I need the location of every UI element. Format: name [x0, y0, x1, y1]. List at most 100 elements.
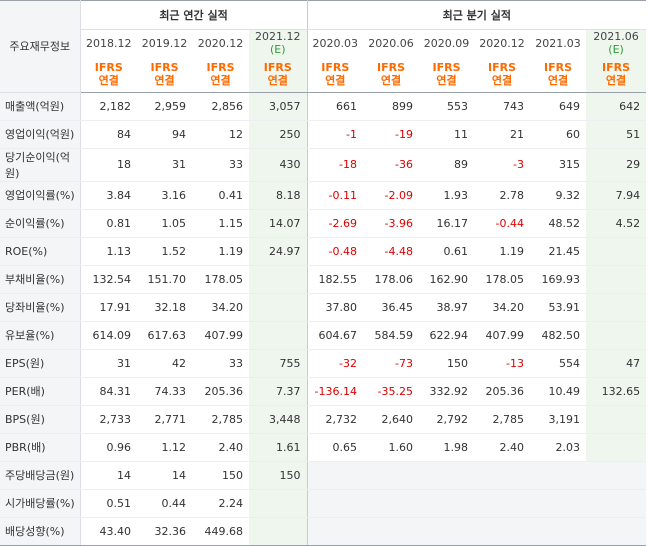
basis-standard: IFRS	[94, 60, 123, 74]
table-cell: 150	[419, 348, 475, 378]
table-cell: 8.18	[249, 180, 308, 210]
table-cell: 21.45	[530, 237, 587, 266]
table-row: 매출액(억원) 2,182 2,959 2,856 3,057 661 899 553 743 6…	[0, 92, 647, 121]
table-cell: 2,792	[419, 405, 475, 434]
table-cell	[249, 517, 308, 546]
period-header: 2021.06 (E)	[586, 29, 647, 56]
period-header: 2021.12 (E)	[249, 29, 308, 56]
table-cell	[419, 460, 475, 490]
table-cell: 53.91	[530, 293, 587, 322]
table-cell: 661	[307, 92, 364, 121]
table-row: PER(배) 84.31 74.33 205.36 7.37 -136.14 -35.25 3…	[0, 377, 647, 406]
accounting-basis: IFRS 연결	[586, 56, 647, 93]
table-cell: 2,182	[80, 92, 137, 121]
table-cell: 51	[586, 120, 647, 149]
table-row: 부채비율(%) 132.54 151.70 178.05 182.55 178.06 162…	[0, 265, 647, 294]
table-cell: -3.96	[363, 209, 420, 238]
basis-scope: 연결	[210, 73, 231, 87]
period-label: 2020.09	[423, 36, 470, 50]
table-cell: -13	[474, 348, 531, 378]
table-cell: -19	[363, 120, 420, 149]
table-row: 영업이익(억원) 84 94 12 250 -1 -19 11 21 60 51	[0, 120, 647, 149]
table-cell: 12	[192, 120, 249, 149]
table-cell: 553	[419, 92, 475, 121]
table-cell: 14.07	[249, 209, 308, 238]
basis-standard: IFRS	[150, 60, 179, 74]
table-cell: 38.97	[419, 293, 475, 322]
table-cell: 33	[192, 348, 249, 378]
table-cell	[419, 517, 475, 546]
table-cell: 132.65	[586, 377, 647, 406]
table-cell: 17.91	[80, 293, 137, 322]
table-cell: 34.20	[474, 293, 531, 322]
table-cell: 7.94	[586, 180, 647, 210]
table-cell	[586, 321, 647, 350]
table-cell	[586, 460, 647, 490]
table-cell: 1.60	[363, 433, 420, 462]
table-cell: 31	[137, 148, 192, 182]
table-cell: 1.12	[137, 433, 192, 462]
table-cell: 2,785	[474, 405, 531, 434]
table-cell	[249, 489, 308, 518]
table-cell: -36	[363, 148, 420, 182]
table-cell: -0.48	[307, 237, 364, 266]
basis-scope: 연결	[154, 73, 175, 87]
row-label: 부채비율(%)	[0, 265, 81, 294]
estimate-mark: (E)	[608, 43, 624, 56]
table-cell	[419, 489, 475, 518]
table-cell: 0.51	[80, 489, 137, 518]
table-cell: 31	[80, 348, 137, 378]
table-cell	[586, 517, 647, 546]
basis-standard: IFRS	[206, 60, 235, 74]
table-body: 매출액(억원) 2,182 2,959 2,856 3,057 661 899 553 743 6…	[0, 92, 647, 546]
table-cell: 14	[137, 460, 192, 490]
table-cell: 407.99	[192, 321, 249, 350]
basis-standard: IFRS	[321, 60, 350, 74]
table-cell: 94	[137, 120, 192, 149]
table-cell: 0.65	[307, 433, 364, 462]
table-cell: -136.14	[307, 377, 364, 406]
table-cell: 614.09	[80, 321, 137, 350]
table-cell	[586, 405, 647, 434]
table-cell: -32	[307, 348, 364, 378]
table-cell	[249, 321, 308, 350]
row-label: 유보율(%)	[0, 321, 81, 350]
table-cell: 2.24	[192, 489, 249, 518]
table-cell: 33	[192, 148, 249, 182]
table-cell: 169.93	[530, 265, 587, 294]
table-cell: 16.17	[419, 209, 475, 238]
table-cell: 315	[530, 148, 587, 182]
table-cell: -2.69	[307, 209, 364, 238]
table-cell: 1.19	[474, 237, 531, 266]
accounting-basis: IFRS 연결	[307, 56, 364, 93]
accounting-basis: IFRS 연결	[192, 56, 249, 93]
period-header: 2019.12	[137, 30, 192, 57]
table-row: 유보율(%) 614.09 617.63 407.99 604.67 584.59 622.…	[0, 321, 647, 350]
row-label: 순이익률(%)	[0, 209, 81, 238]
accounting-basis: IFRS 연결	[474, 56, 531, 93]
table-cell	[530, 489, 587, 518]
table-cell: 649	[530, 92, 587, 121]
basis-standard: IFRS	[377, 60, 406, 74]
row-label: 당좌비율(%)	[0, 293, 81, 322]
table-cell: 84	[80, 120, 137, 149]
table-cell	[586, 265, 647, 294]
table-cell: 0.81	[80, 209, 137, 238]
basis-scope: 연결	[436, 73, 457, 87]
table-cell: 0.44	[137, 489, 192, 518]
table-cell	[530, 517, 587, 546]
table-cell: 2,771	[137, 405, 192, 434]
table-row: ROE(%) 1.13 1.52 1.19 24.97 -0.48 -4.48 0.61 1.1…	[0, 237, 647, 266]
table-cell	[586, 489, 647, 518]
period-header: 2020.12	[192, 30, 249, 57]
table-cell: -1	[307, 120, 364, 149]
table-cell: 3,057	[249, 92, 308, 121]
period-label: 2018.12	[86, 36, 132, 50]
table-row: PBR(배) 0.96 1.12 2.40 1.61 0.65 1.60 1.98 2.40 2.…	[0, 433, 647, 462]
accounting-basis: IFRS 연결	[80, 56, 137, 93]
table-cell: 1.61	[249, 433, 308, 462]
period-label: 2021.06	[593, 30, 639, 43]
period-label: 2019.12	[141, 36, 188, 50]
table-cell: 18	[80, 148, 137, 182]
table-cell: 178.06	[363, 265, 420, 294]
